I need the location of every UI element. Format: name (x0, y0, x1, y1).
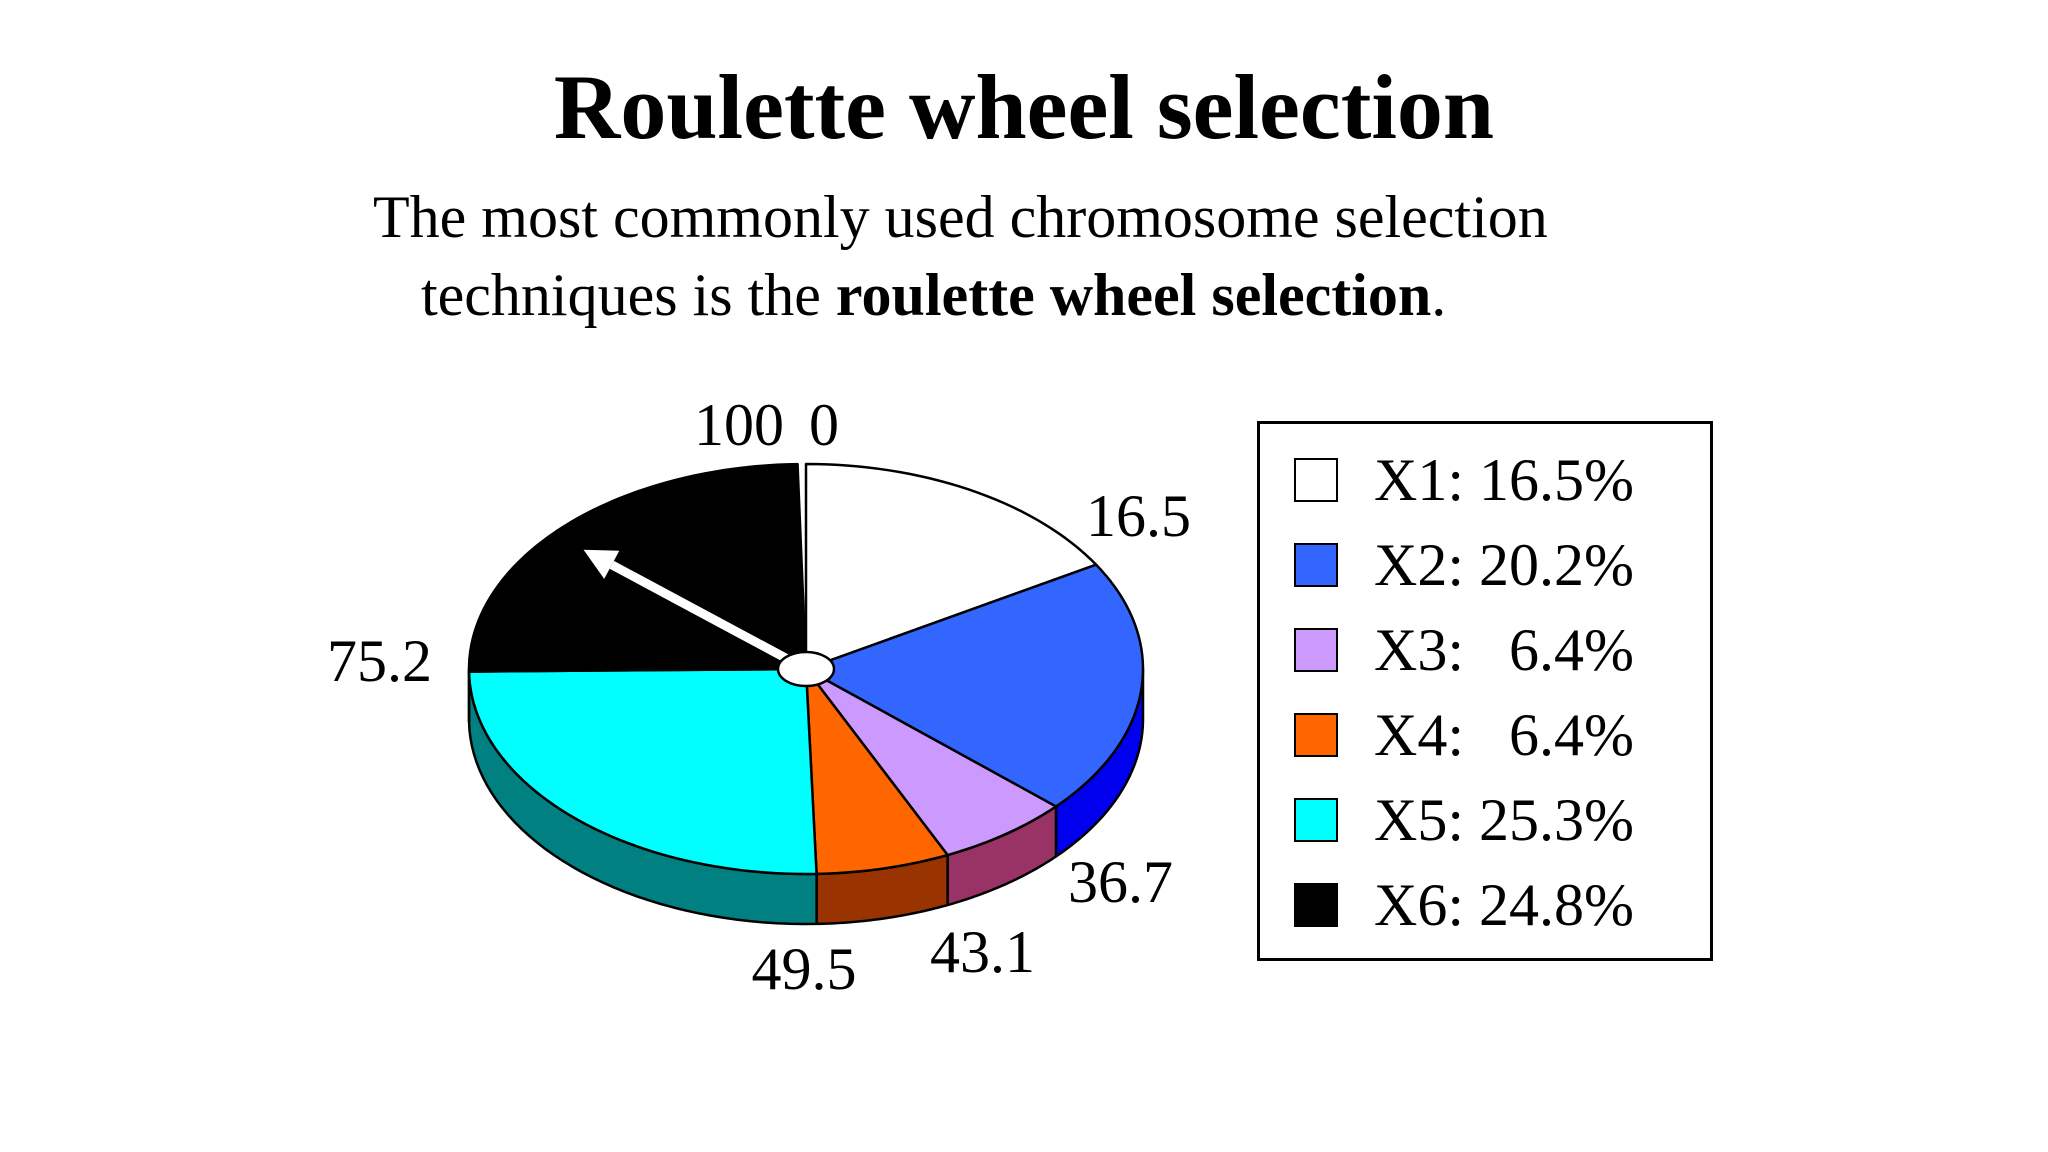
pie-slice-x3 (804, 667, 1058, 857)
legend-label: X3: 6.4% (1374, 617, 1634, 683)
pointer-arrowhead (583, 549, 620, 579)
legend-swatch (1294, 458, 1338, 502)
legend-swatch (1294, 883, 1338, 927)
legend-swatch (1294, 628, 1338, 672)
boundary-label-1: 16.5 (1086, 483, 1191, 549)
subtitle-line-2-prefix: techniques is the (421, 262, 836, 328)
legend-label: X2: 20.2% (1374, 532, 1634, 598)
legend-swatch (1294, 713, 1338, 757)
boundary-label-2: 36.7 (1068, 849, 1173, 915)
pie-slice-x2 (804, 563, 1145, 808)
slide-subtitle: The most commonly used chromosome select… (373, 178, 1673, 334)
pie-hub (776, 650, 836, 688)
legend-swatch (1294, 798, 1338, 842)
subtitle-line-1: The most commonly used chromosome select… (373, 184, 1548, 250)
boundary-label-6: 100 (694, 392, 784, 458)
slide-title: Roulette wheel selection (553, 56, 1495, 158)
pointer-shaft (609, 560, 809, 673)
legend-label: X4: 6.4% (1374, 702, 1634, 768)
legend-label: X1: 16.5% (1374, 447, 1634, 513)
boundary-label-0: 0 (809, 392, 839, 458)
subtitle-line-2-suffix: . (1431, 262, 1447, 328)
legend-label: X6: 24.8% (1374, 872, 1634, 938)
boundary-label-3: 43.1 (930, 919, 1035, 985)
chart-legend: X1: 16.5% X2: 20.2% X3: 6.4% X4: 6.4% X5: 25… (1257, 421, 1713, 961)
pie-slice-x4 (804, 667, 949, 876)
pie-slice-x5 (467, 667, 818, 876)
legend-label: X5: 25.3% (1374, 787, 1634, 853)
pie-slice-x1 (804, 462, 1098, 671)
boundary-label-4: 49.5 (752, 936, 857, 1002)
subtitle-line-2-bold: roulette wheel selection (835, 262, 1432, 328)
subtitle-line-2: techniques is the roulette wheel selecti… (373, 256, 1673, 334)
legend-swatch (1294, 543, 1338, 587)
boundary-label-5: 75.2 (327, 628, 432, 694)
